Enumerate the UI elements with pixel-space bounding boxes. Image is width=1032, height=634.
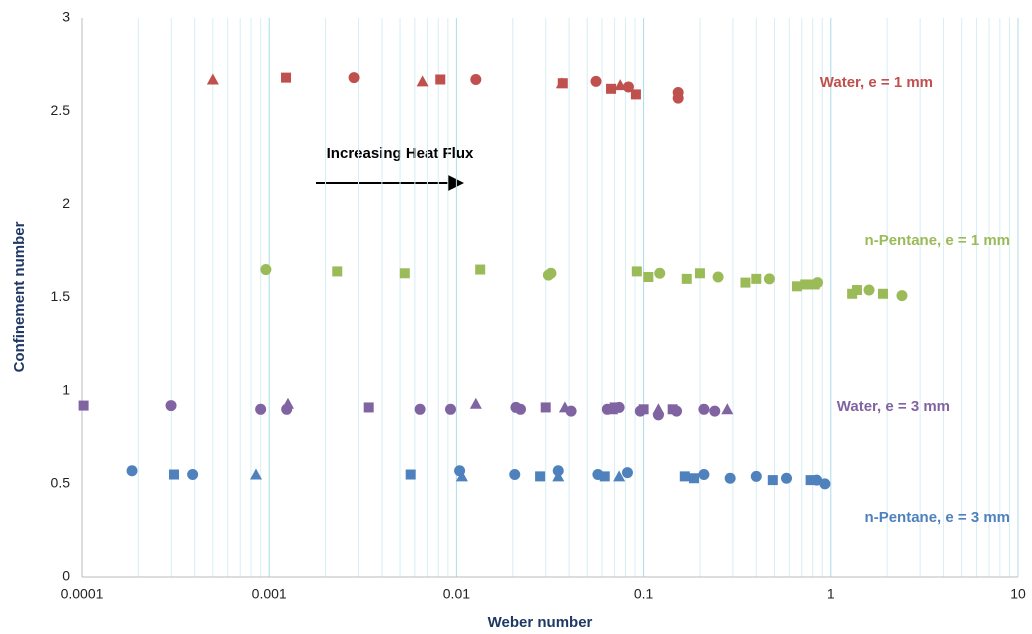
point (540, 402, 551, 413)
point (613, 470, 626, 482)
y-tick-label: 1 (62, 381, 70, 397)
x-axis-title: Weber number (488, 614, 593, 631)
point (599, 471, 610, 482)
point (851, 285, 862, 296)
point (805, 475, 816, 486)
point (509, 469, 521, 481)
point (405, 469, 416, 480)
point (590, 75, 602, 87)
point (896, 290, 908, 302)
point (681, 273, 692, 284)
y-tick-label: 0 (62, 568, 70, 584)
point (751, 273, 762, 284)
point (630, 89, 641, 100)
point (187, 469, 199, 481)
point (558, 401, 571, 413)
point (363, 402, 374, 413)
point (781, 472, 793, 484)
point (767, 475, 778, 486)
point (613, 401, 625, 413)
point (672, 92, 684, 104)
point (689, 473, 700, 484)
x-tick-label: 0.001 (252, 586, 287, 602)
point (332, 266, 343, 277)
point (679, 471, 690, 482)
y-tick-label: 2.5 (51, 102, 71, 118)
x-tick-label: 10 (1010, 586, 1026, 602)
y-tick-label: 2 (62, 195, 70, 211)
point (557, 78, 568, 89)
point (399, 268, 410, 279)
point (168, 469, 179, 480)
point (622, 81, 634, 93)
point (634, 405, 646, 417)
series-label: n-Pentane, e = 1 mm (865, 232, 1010, 249)
point (606, 83, 617, 94)
point (698, 469, 710, 481)
point (255, 403, 267, 415)
point (877, 288, 888, 299)
point (631, 266, 642, 277)
point (698, 403, 710, 415)
point (552, 470, 565, 482)
point (643, 272, 654, 283)
point (414, 403, 426, 415)
series-label: n-Pentane, e = 3 mm (865, 509, 1010, 526)
point (515, 403, 527, 415)
point (652, 403, 665, 415)
point (800, 279, 811, 290)
point (445, 403, 456, 415)
x-tick-label: 0.0001 (61, 586, 104, 602)
x-tick-label: 1 (827, 586, 835, 602)
y-tick-label: 1.5 (51, 288, 71, 304)
point (470, 73, 482, 85)
point (671, 405, 683, 417)
point (740, 277, 751, 288)
series-label: Water, e = 3 mm (837, 398, 950, 415)
point (435, 74, 446, 85)
point (165, 400, 177, 412)
point (469, 397, 482, 409)
point (819, 478, 831, 490)
point (206, 73, 219, 85)
point (694, 268, 705, 279)
y-tick-label: 0.5 (51, 475, 71, 491)
point (709, 405, 721, 417)
point (126, 465, 138, 477)
point (535, 471, 546, 482)
point (281, 397, 294, 409)
x-tick-label: 0.01 (443, 586, 470, 602)
point (545, 267, 557, 279)
point (475, 264, 486, 275)
point (792, 281, 803, 292)
point (78, 400, 89, 411)
x-tick-label: 0.1 (634, 586, 654, 602)
point (348, 72, 360, 84)
point (260, 264, 272, 276)
point (606, 403, 619, 415)
point (281, 72, 292, 83)
y-axis-title: Confinement number (11, 221, 28, 372)
point (621, 467, 633, 479)
point (712, 271, 724, 283)
point (455, 470, 468, 482)
point (812, 277, 824, 289)
point (750, 470, 762, 482)
series-label: Water, e = 1 mm (820, 74, 933, 91)
point (863, 284, 875, 296)
point (249, 468, 262, 480)
point (721, 403, 734, 415)
point (724, 472, 736, 484)
point (654, 267, 666, 279)
point (763, 273, 775, 285)
y-tick-label: 3 (62, 9, 70, 25)
point (416, 75, 429, 87)
